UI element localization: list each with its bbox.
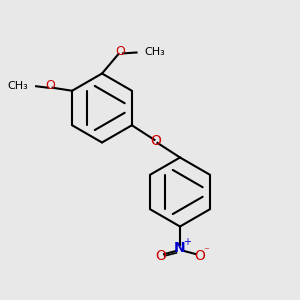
- Text: O: O: [151, 134, 161, 148]
- Text: O: O: [155, 249, 166, 263]
- Text: CH₃: CH₃: [8, 81, 29, 91]
- Text: O: O: [45, 79, 55, 92]
- Text: O: O: [194, 249, 205, 263]
- Text: O: O: [115, 45, 125, 58]
- Text: CH₃: CH₃: [144, 47, 165, 58]
- Text: +: +: [184, 237, 191, 247]
- Text: N: N: [174, 241, 186, 254]
- Text: ⁻: ⁻: [203, 246, 209, 256]
